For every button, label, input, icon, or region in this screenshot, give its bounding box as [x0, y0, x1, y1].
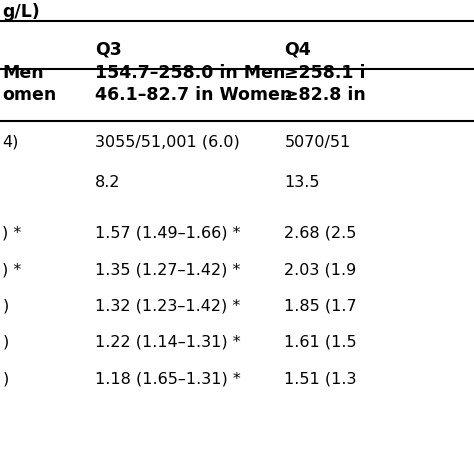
Text: 2.03 (1.9: 2.03 (1.9: [284, 263, 356, 278]
Text: Men: Men: [2, 64, 44, 82]
Text: 1.22 (1.14–1.31) *: 1.22 (1.14–1.31) *: [95, 335, 240, 350]
Text: 1.61 (1.5: 1.61 (1.5: [284, 335, 357, 350]
Text: Q3: Q3: [95, 41, 121, 59]
Text: 5070/51: 5070/51: [284, 135, 351, 150]
Text: 1.51 (1.3: 1.51 (1.3: [284, 372, 357, 387]
Text: g/L): g/L): [2, 3, 40, 21]
Text: 4): 4): [2, 135, 19, 150]
Text: 13.5: 13.5: [284, 175, 320, 190]
Text: 46.1–82.7 in Women: 46.1–82.7 in Women: [95, 86, 292, 104]
Text: 154.7–258.0 in Men: 154.7–258.0 in Men: [95, 64, 285, 82]
Text: 1.18 (1.65–1.31) *: 1.18 (1.65–1.31) *: [95, 372, 240, 387]
Text: 3055/51,001 (6.0): 3055/51,001 (6.0): [95, 135, 239, 150]
Text: 8.2: 8.2: [95, 175, 120, 190]
Text: 1.35 (1.27–1.42) *: 1.35 (1.27–1.42) *: [95, 263, 240, 278]
Text: ≥82.8 in: ≥82.8 in: [284, 86, 366, 104]
Text: ≥258.1 i: ≥258.1 i: [284, 64, 366, 82]
Text: ) *: ) *: [2, 226, 22, 241]
Text: ): ): [2, 298, 9, 313]
Text: ): ): [2, 335, 9, 350]
Text: 1.57 (1.49–1.66) *: 1.57 (1.49–1.66) *: [95, 226, 240, 241]
Text: 1.85 (1.7: 1.85 (1.7: [284, 298, 357, 313]
Text: ): ): [2, 372, 9, 387]
Text: Q4: Q4: [284, 41, 311, 59]
Text: ) *: ) *: [2, 263, 22, 278]
Text: 1.32 (1.23–1.42) *: 1.32 (1.23–1.42) *: [95, 298, 240, 313]
Text: omen: omen: [2, 86, 56, 104]
Text: 2.68 (2.5: 2.68 (2.5: [284, 226, 357, 241]
